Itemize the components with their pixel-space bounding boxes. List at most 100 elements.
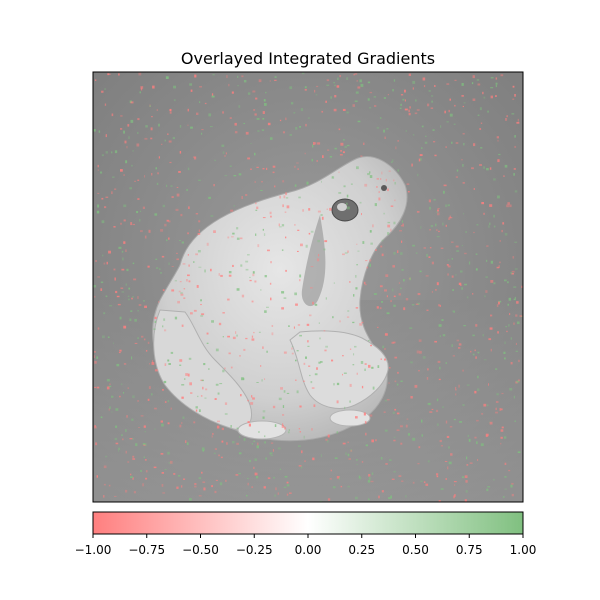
attribution-speck: [120, 287, 124, 289]
attribution-speck: [236, 237, 240, 240]
attribution-speck: [158, 123, 160, 127]
attribution-speck: [455, 245, 459, 248]
attribution-speck: [452, 355, 455, 357]
attribution-speck: [283, 195, 286, 199]
attribution-speck: [211, 95, 215, 98]
attribution-speck: [407, 191, 410, 193]
attribution-speck: [208, 368, 210, 370]
attribution-speck: [381, 239, 384, 242]
attribution-speck: [402, 98, 405, 101]
attribution-speck: [352, 104, 355, 107]
attribution-speck: [325, 297, 327, 300]
attribution-speck: [455, 387, 457, 390]
attribution-speck: [283, 297, 287, 299]
attribution-speck: [248, 423, 251, 427]
attribution-speck: [106, 379, 110, 382]
attribution-speck: [219, 482, 223, 486]
attribution-speck: [394, 199, 396, 202]
attribution-speck: [499, 240, 501, 242]
attribution-speck: [209, 126, 213, 128]
colorbar-tick-label: 0.00: [295, 543, 322, 557]
attribution-speck: [311, 428, 313, 431]
attribution-speck: [160, 229, 164, 232]
attribution-speck: [411, 163, 413, 167]
attribution-speck: [356, 464, 358, 465]
attribution-speck: [294, 292, 297, 296]
attribution-speck: [296, 162, 299, 164]
attribution-speck: [372, 386, 375, 390]
attribution-speck: [197, 250, 201, 253]
attribution-speck: [307, 117, 310, 119]
attribution-speck: [499, 408, 501, 411]
attribution-speck: [296, 390, 299, 394]
attribution-speck: [459, 284, 462, 286]
attribution-speck: [167, 422, 170, 425]
attribution-speck: [199, 86, 202, 88]
attribution-speck: [399, 230, 402, 232]
attribution-speck: [356, 459, 358, 461]
attribution-speck: [439, 304, 441, 307]
attribution-speck: [181, 324, 184, 327]
attribution-speck: [156, 109, 158, 111]
attribution-speck: [436, 473, 439, 476]
attribution-speck: [102, 335, 105, 339]
attribution-speck: [363, 142, 365, 145]
attribution-speck: [96, 386, 100, 389]
attribution-speck: [499, 261, 501, 264]
attribution-speck: [182, 263, 186, 265]
attribution-speck: [144, 137, 148, 140]
attribution-speck: [401, 268, 404, 271]
attribution-speck: [212, 432, 214, 435]
attribution-speck: [285, 269, 287, 272]
attribution-speck: [346, 77, 349, 80]
attribution-speck: [114, 188, 117, 190]
attribution-speck: [126, 415, 128, 418]
attribution-speck: [314, 303, 318, 306]
attribution-speck: [320, 454, 322, 458]
attribution-speck: [342, 108, 346, 111]
attribution-speck: [252, 271, 255, 274]
attribution-speck: [143, 338, 146, 341]
attribution-speck: [393, 439, 396, 442]
attribution-speck: [201, 471, 203, 474]
attribution-speck: [147, 398, 150, 401]
attribution-speck: [174, 280, 177, 282]
attribution-speck: [258, 431, 260, 433]
attribution-speck: [447, 265, 451, 268]
attribution-speck: [251, 443, 253, 445]
attribution-speck: [111, 151, 113, 154]
attribution-speck: [134, 342, 138, 344]
attribution-speck: [412, 481, 415, 484]
attribution-speck: [376, 186, 378, 188]
attribution-speck: [179, 359, 183, 362]
attribution-speck: [148, 386, 151, 389]
attribution-speck: [436, 211, 438, 213]
attribution-speck: [435, 289, 437, 291]
attribution-speck: [312, 301, 314, 305]
attribution-speck: [334, 84, 336, 87]
attribution-speck: [503, 436, 507, 439]
attribution-speck: [100, 171, 103, 174]
attribution-speck: [436, 229, 438, 231]
attribution-speck: [454, 104, 456, 107]
attribution-speck: [406, 183, 410, 185]
attribution-speck: [420, 226, 422, 229]
attribution-speck: [460, 270, 463, 273]
attribution-speck: [376, 306, 379, 309]
attribution-speck: [300, 243, 303, 247]
attribution-speck: [504, 462, 507, 465]
attribution-speck: [257, 244, 260, 248]
attribution-speck: [498, 300, 502, 303]
attribution-speck: [286, 484, 290, 487]
attribution-speck: [279, 195, 281, 199]
attribution-speck: [269, 80, 271, 82]
attribution-speck: [511, 270, 515, 273]
attribution-speck: [434, 85, 436, 87]
attribution-speck: [486, 404, 489, 407]
attribution-speck: [471, 167, 474, 170]
attribution-speck: [438, 500, 441, 502]
attribution-speck: [514, 420, 516, 422]
attribution-speck: [490, 314, 493, 317]
attribution-speck: [137, 400, 139, 402]
